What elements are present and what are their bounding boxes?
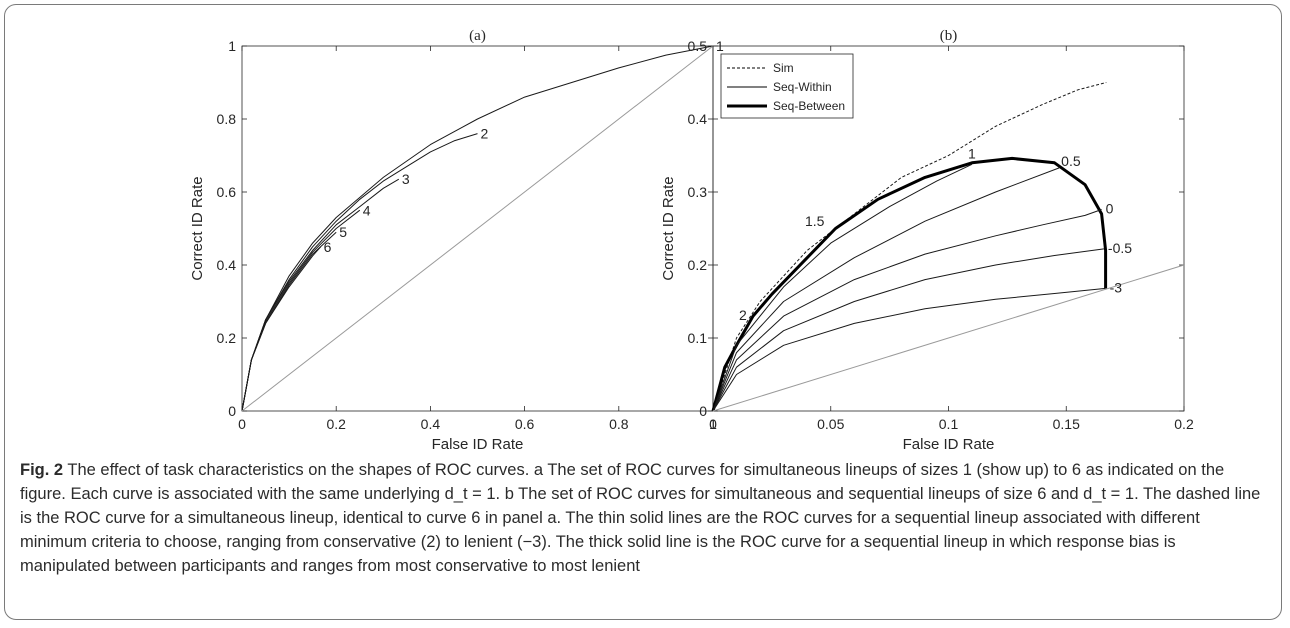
series-line <box>241 209 361 412</box>
series-line <box>241 133 478 412</box>
x-tick-label: 0.8 <box>609 416 629 432</box>
x-tick-label: 0.2 <box>1174 416 1194 432</box>
y-axis-label: Correct ID Rate <box>189 176 206 280</box>
curve-label: 2 <box>739 307 747 323</box>
legend-label: Sim <box>773 61 794 75</box>
series-line <box>712 287 1106 412</box>
curve-label: 6 <box>324 239 332 255</box>
figure-caption: Fig. 2 The effect of task characteristic… <box>20 458 1270 578</box>
x-tick-label: 1 <box>709 416 717 432</box>
x-axis-label: False ID Rate <box>903 436 995 453</box>
series-line <box>712 163 973 412</box>
x-tick-label: 0.1 <box>939 416 959 432</box>
y-tick-label: 0.8 <box>217 111 237 127</box>
curve-label: 5 <box>339 224 347 240</box>
series-line <box>241 231 337 412</box>
panel-title: (b) <box>940 28 958 44</box>
curve-label: 3 <box>402 171 410 187</box>
y-tick-label: 0.5 <box>688 38 708 54</box>
series-line <box>711 156 1108 412</box>
series-line <box>712 209 1102 412</box>
y-tick-label: 1 <box>228 38 236 54</box>
x-tick-label: 0 <box>709 416 717 432</box>
curve-label: -3 <box>1110 279 1123 295</box>
x-axis-label: False ID Rate <box>432 436 524 453</box>
x-tick-label: 0.6 <box>515 416 535 432</box>
curve-label: 1.5 <box>805 213 825 229</box>
panel-title: (a) <box>469 28 486 44</box>
y-tick-label: 0 <box>228 403 236 419</box>
series-line <box>712 82 1107 412</box>
series-line <box>241 45 714 412</box>
curve-label: -0.5 <box>1108 240 1132 256</box>
series-line <box>241 246 322 412</box>
x-tick-label: 0.15 <box>1053 416 1080 432</box>
y-tick-label: 0.6 <box>217 184 237 200</box>
y-tick-label: 0.1 <box>688 330 708 346</box>
curve-label: 4 <box>363 202 371 218</box>
series-line <box>241 178 400 412</box>
x-tick-label: 0.2 <box>326 416 346 432</box>
curve-label: 2 <box>481 126 489 142</box>
y-axis-label: Correct ID Rate <box>660 176 677 280</box>
y-tick-label: 0 <box>699 403 707 419</box>
y-tick-label: 0.4 <box>217 257 237 273</box>
series-line <box>712 167 1060 412</box>
y-tick-label: 0.3 <box>688 184 708 200</box>
legend-label: Seq-Between <box>773 99 845 113</box>
y-tick-label: 0.2 <box>688 257 708 273</box>
curve-label: 0 <box>1106 201 1114 217</box>
y-tick-label: 0.2 <box>217 330 237 346</box>
curve-label: 1 <box>968 145 976 161</box>
series-line <box>712 264 1185 412</box>
figure-frame <box>4 4 1282 620</box>
y-tick-label: 0.4 <box>688 111 708 127</box>
caption-label: Fig. 2 <box>20 461 64 479</box>
legend-label: Seq-Within <box>773 80 832 94</box>
curve-label: 0.5 <box>1061 153 1081 169</box>
caption-text: The effect of task characteristics on th… <box>20 461 1261 575</box>
series-line <box>712 248 1104 412</box>
x-tick-label: 0 <box>238 416 246 432</box>
x-tick-label: 0.4 <box>421 416 441 432</box>
x-tick-label: 0.05 <box>817 416 844 432</box>
panel-b: 0 0.05 0.1 0.15 0.2 0 0.1 0.2 0.3 0.4 0.5 False ID … <box>660 28 1194 453</box>
